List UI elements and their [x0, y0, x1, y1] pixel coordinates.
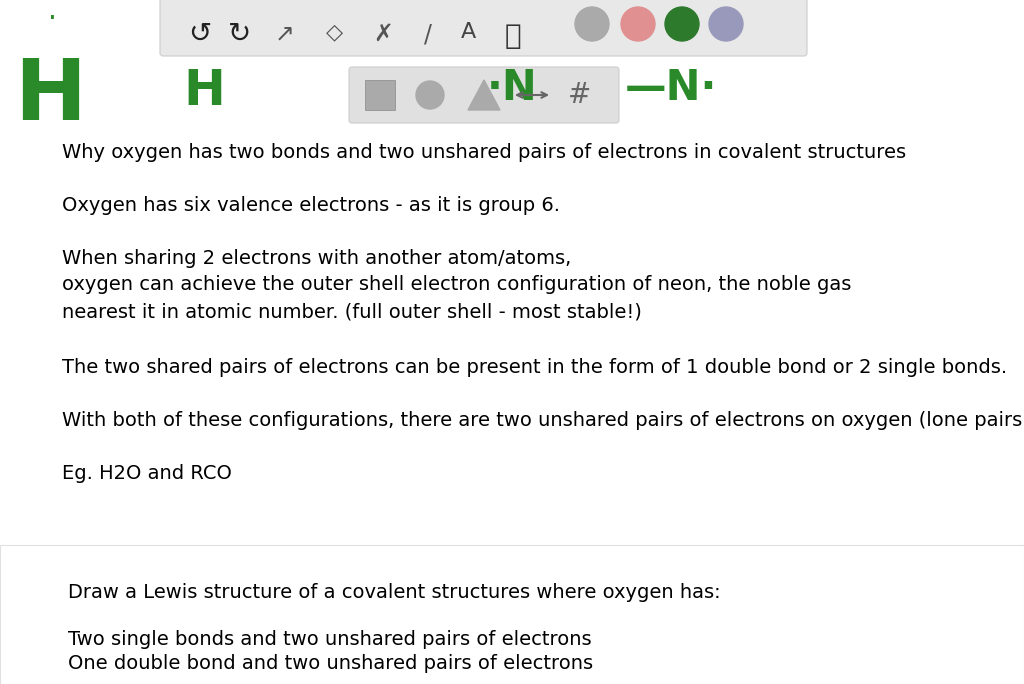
- Text: Oxygen has six valence electrons - as it is group 6.: Oxygen has six valence electrons - as it…: [62, 196, 560, 215]
- Polygon shape: [468, 80, 500, 110]
- Circle shape: [416, 81, 444, 109]
- Bar: [365, 80, 395, 110]
- Circle shape: [621, 7, 655, 41]
- Circle shape: [665, 7, 699, 41]
- Text: —N·: —N·: [625, 67, 718, 109]
- Text: ↻: ↻: [228, 20, 252, 48]
- Text: ·N: ·N: [487, 67, 538, 109]
- Text: With both of these configurations, there are two unshared pairs of electrons on : With both of these configurations, there…: [62, 411, 1024, 430]
- Text: ↺: ↺: [188, 20, 212, 48]
- Text: ◇: ◇: [327, 22, 344, 42]
- Text: ↗: ↗: [275, 22, 295, 46]
- Text: ⎙: ⎙: [505, 22, 521, 50]
- Text: ·: ·: [47, 5, 56, 33]
- Text: One double bond and two unshared pairs of electrons: One double bond and two unshared pairs o…: [68, 654, 593, 673]
- FancyBboxPatch shape: [160, 0, 807, 56]
- Text: Eg. H2O and RCO: Eg. H2O and RCO: [62, 464, 231, 483]
- Circle shape: [709, 7, 743, 41]
- Text: H: H: [14, 55, 86, 138]
- Text: Draw a Lewis structure of a covalent structures where oxygen has:: Draw a Lewis structure of a covalent str…: [68, 583, 721, 602]
- Text: The two shared pairs of electrons can be present in the form of 1 double bond or: The two shared pairs of electrons can be…: [62, 358, 1008, 377]
- Text: Why oxygen has two bonds and two unshared pairs of electrons in covalent structu: Why oxygen has two bonds and two unshare…: [62, 143, 906, 162]
- Circle shape: [575, 7, 609, 41]
- Text: #: #: [568, 81, 592, 109]
- Text: H: H: [183, 67, 225, 115]
- Text: ✗: ✗: [373, 22, 393, 46]
- FancyBboxPatch shape: [349, 67, 618, 123]
- Bar: [0, 545, 1024, 684]
- Text: When sharing 2 electrons with another atom/atoms,
oxygen can achieve the outer s: When sharing 2 electrons with another at…: [62, 249, 851, 321]
- Text: Two single bonds and two unshared pairs of electrons: Two single bonds and two unshared pairs …: [68, 630, 592, 649]
- Text: A: A: [461, 22, 475, 42]
- Text: /: /: [424, 22, 432, 46]
